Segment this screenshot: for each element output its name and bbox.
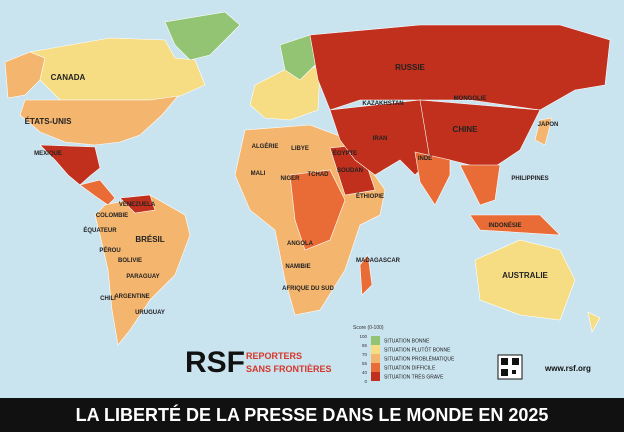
country-label: ARGENTINE xyxy=(114,294,149,300)
legend-tick: 100 xyxy=(359,334,367,339)
legend-label: SITUATION TRÈS GRAVE xyxy=(384,374,444,381)
brand-name: REPORTERS xyxy=(246,351,302,361)
legend-swatch xyxy=(371,345,380,354)
country-label: INDE xyxy=(418,156,432,162)
country-label: COLOMBIE xyxy=(96,213,128,219)
country-label: CANADA xyxy=(51,73,86,82)
mexico xyxy=(39,144,101,186)
country-label: PÉROU xyxy=(99,246,120,254)
legend-tick: 0 xyxy=(364,379,367,384)
country-label: PARAGUAY xyxy=(126,274,159,280)
country-label: IRAN xyxy=(373,136,388,142)
new-zealand xyxy=(587,311,601,333)
legend-swatch xyxy=(371,363,380,372)
country-label: NAMIBIE xyxy=(285,264,310,270)
scandinavia xyxy=(279,34,321,81)
madagascar xyxy=(359,254,373,296)
country-label: AUSTRALIE xyxy=(502,271,548,280)
country-label: VENEZUELA xyxy=(119,202,156,208)
venezuela xyxy=(119,194,156,214)
country-label: CHINE xyxy=(453,125,479,134)
page-title: LA LIBERTÉ DE LA PRESSE DANS LE MONDE EN… xyxy=(76,404,549,425)
country-label: JAPON xyxy=(538,122,559,128)
southeast-asia xyxy=(459,164,501,206)
country-label: CHILI xyxy=(100,296,116,302)
legend-label: SITUATION BONNE xyxy=(384,339,430,345)
country-label: INDONÉSIE xyxy=(488,221,521,229)
country-label: ÉTHIOPIE xyxy=(356,192,384,200)
country-label: MADAGASCAR xyxy=(356,258,401,264)
legend-label: SITUATION PLUTÔT BONNE xyxy=(384,347,451,354)
legend-swatch xyxy=(371,372,380,381)
legend-tick: 40 xyxy=(362,370,368,375)
title-banner xyxy=(0,398,624,432)
legend-label: SITUATION PROBLÉMATIQUE xyxy=(384,356,455,363)
country-label: RUSSIE xyxy=(395,63,425,72)
central-america xyxy=(79,179,116,206)
country-label: BRÉSIL xyxy=(135,235,164,244)
legend-title: Score (0-100) xyxy=(353,325,384,331)
country-label: ANGOLA xyxy=(287,241,314,247)
country-label: TCHAD xyxy=(308,172,330,178)
logo: RSF xyxy=(185,346,245,379)
japan xyxy=(534,117,553,146)
legend-label: SITUATION DIFFICILE xyxy=(384,366,436,372)
indonesia xyxy=(469,214,561,236)
legend-tick: 85 xyxy=(362,343,368,348)
country-label: KAZAKHSTAN xyxy=(362,101,403,107)
greenland xyxy=(164,11,241,61)
country-label: LIBYE xyxy=(291,146,309,152)
legend-swatch xyxy=(371,354,380,363)
country-label: NIGER xyxy=(280,176,300,182)
legend-swatch xyxy=(371,336,380,345)
country-label: MEXIQUE xyxy=(34,151,62,157)
south-america xyxy=(94,194,191,346)
india xyxy=(414,151,451,206)
usa xyxy=(19,95,179,146)
qr-code xyxy=(497,354,523,380)
country-label: ÉQUATEUR xyxy=(83,226,117,234)
country-label: SOUDAN xyxy=(337,168,363,174)
website: www.rsf.org xyxy=(544,364,591,373)
legend-tick: 70 xyxy=(362,352,368,357)
country-label: MONGOLIE xyxy=(454,96,487,102)
country-label: ÉGYPTE xyxy=(333,149,357,157)
canada xyxy=(28,37,206,101)
legend-tick: 55 xyxy=(362,361,368,366)
country-label: ALGÉRIE xyxy=(252,142,279,150)
australia xyxy=(474,239,576,321)
country-label: BOLIVIE xyxy=(118,258,142,264)
country-label: URUGUAY xyxy=(135,310,165,316)
brand-name: SANS FRONTIÈRES xyxy=(246,364,332,374)
country-label: MALI xyxy=(251,171,266,177)
central-africa xyxy=(289,169,346,251)
country-label: PHILIPPINES xyxy=(511,176,548,182)
country-label: ÉTATS-UNIS xyxy=(25,117,72,126)
country-label: AFRIQUE DU SUD xyxy=(282,286,334,292)
